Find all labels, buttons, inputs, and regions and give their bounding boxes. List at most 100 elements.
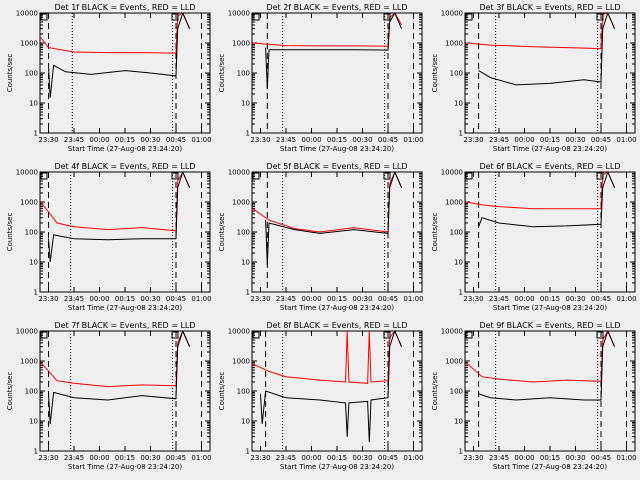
y-tick-label: 1: [246, 448, 250, 456]
x-tick-label: 01:00: [616, 454, 636, 462]
corner-marker: [383, 172, 391, 180]
corner-marker: [40, 331, 48, 339]
chart-title: Det 1f BLACK = Events, RED = LLD: [54, 3, 195, 12]
x-tick-label: 00:15: [327, 454, 347, 462]
plot-frame: [464, 171, 636, 293]
x-tick-label: 00:45: [591, 454, 611, 462]
events-series-line: [48, 172, 191, 263]
corner-marker: [465, 172, 473, 180]
x-tick-label: 00:00: [514, 136, 534, 144]
events-series-line: [478, 331, 616, 401]
y-tick-label: 100: [450, 70, 463, 78]
x-tick-label: 23:30: [38, 295, 58, 303]
x-tick-label: 23:45: [276, 136, 296, 144]
y-tick-label: 1: [459, 289, 463, 297]
x-tick-label: 00:15: [327, 295, 347, 303]
x-axis-label: Start Time (27-Aug-08 23:24:20): [493, 304, 607, 312]
chart-title: Det 5f BLACK = Events, RED = LLD: [266, 162, 407, 171]
y-tick-label: 1000: [232, 358, 250, 366]
lld-series-line: [40, 172, 191, 232]
y-tick-label: 1000: [20, 358, 38, 366]
panel-9: Det 9f BLACK = Events, RED = LLD 1 10 100 10…: [431, 321, 637, 471]
x-tick-label: 23:30: [38, 454, 58, 462]
x-axis-label: Start Time (27-Aug-08 23:24:20): [280, 145, 394, 153]
corner-marker: [171, 172, 179, 180]
y-tick-label: 100: [25, 388, 38, 396]
y-tick-label: 10000: [228, 328, 250, 336]
y-tick-label: 10: [29, 259, 38, 267]
x-tick-label: 00:30: [352, 295, 372, 303]
panel-8: Det 8f BLACK = Events, RED = LLD 1 10 100 10…: [218, 321, 424, 471]
x-tick-label: 00:00: [514, 295, 534, 303]
y-tick-label: 100: [450, 229, 463, 237]
x-axis-label: Start Time (27-Aug-08 23:24:20): [280, 463, 394, 471]
y-tick-label: 10: [29, 100, 38, 108]
y-axis-label: Counts/sec: [431, 213, 439, 252]
y-tick-label: 1000: [20, 40, 38, 48]
x-tick-label: 00:00: [514, 454, 534, 462]
y-tick-label: 1: [459, 130, 463, 138]
y-tick-label: 100: [237, 229, 250, 237]
x-tick-label: 00:45: [591, 295, 611, 303]
corner-marker: [171, 331, 179, 339]
events-series-line: [48, 331, 191, 424]
x-tick-label: 23:30: [38, 136, 58, 144]
plot-frame: [39, 12, 211, 134]
y-tick-label: 10000: [16, 10, 38, 18]
x-tick-label: 00:15: [540, 454, 560, 462]
x-axis-label: Start Time (27-Aug-08 23:24:20): [493, 463, 607, 471]
x-tick-label: 23:30: [250, 295, 270, 303]
x-tick-label: 00:45: [166, 454, 186, 462]
events-series-line: [478, 172, 616, 228]
x-tick-label: 00:30: [565, 454, 585, 462]
y-tick-label: 1000: [445, 199, 463, 207]
y-tick-label: 10000: [441, 10, 463, 18]
corner-marker: [596, 172, 604, 180]
events-series-line: [265, 172, 403, 265]
plot-frame: [464, 330, 636, 452]
x-tick-label: 23:45: [276, 295, 296, 303]
events-series-line: [265, 13, 403, 89]
x-tick-label: 23:30: [463, 295, 483, 303]
plot-frame: [39, 330, 211, 452]
lld-series-line: [40, 13, 191, 54]
x-tick-label: 01:00: [191, 136, 211, 144]
y-tick-label: 10: [454, 259, 463, 267]
y-tick-label: 100: [237, 70, 250, 78]
x-tick-label: 23:45: [64, 136, 84, 144]
x-tick-label: 01:00: [191, 454, 211, 462]
x-tick-label: 01:00: [403, 136, 423, 144]
x-tick-label: 00:00: [301, 136, 321, 144]
y-tick-label: 1000: [445, 358, 463, 366]
x-tick-label: 00:15: [115, 295, 135, 303]
chart-title: Det 4f BLACK = Events, RED = LLD: [54, 162, 195, 171]
x-tick-label: 00:30: [140, 295, 160, 303]
x-tick-label: 01:00: [403, 454, 423, 462]
x-tick-label: 00:45: [378, 454, 398, 462]
y-tick-label: 10: [29, 418, 38, 426]
x-tick-label: 01:00: [616, 295, 636, 303]
x-tick-label: 00:30: [565, 295, 585, 303]
chart-title: Det 6f BLACK = Events, RED = LLD: [479, 162, 620, 171]
x-tick-label: 00:30: [565, 136, 585, 144]
y-axis-label: Counts/sec: [431, 372, 439, 411]
corner-marker: [596, 13, 604, 21]
y-tick-label: 1000: [232, 199, 250, 207]
corner-marker: [252, 331, 260, 339]
x-tick-label: 00:00: [89, 295, 109, 303]
x-tick-label: 00:30: [140, 136, 160, 144]
panel-2: Det 2f BLACK = Events, RED = LLD 1 10 100 10…: [218, 3, 424, 153]
x-tick-label: 00:45: [166, 295, 186, 303]
x-tick-label: 00:00: [89, 136, 109, 144]
x-tick-label: 23:45: [489, 295, 509, 303]
panel-3: Det 3f BLACK = Events, RED = LLD 1 10 100 10…: [431, 3, 637, 153]
chart-title: Det 7f BLACK = Events, RED = LLD: [54, 321, 195, 330]
x-axis-label: Start Time (27-Aug-08 23:24:20): [280, 304, 394, 312]
plot-frame: [251, 12, 423, 134]
x-tick-label: 01:00: [403, 295, 423, 303]
events-series-line: [48, 13, 191, 98]
x-tick-label: 00:15: [115, 454, 135, 462]
y-tick-label: 1: [246, 130, 250, 138]
x-tick-label: 23:30: [250, 136, 270, 144]
x-tick-label: 00:15: [540, 295, 560, 303]
